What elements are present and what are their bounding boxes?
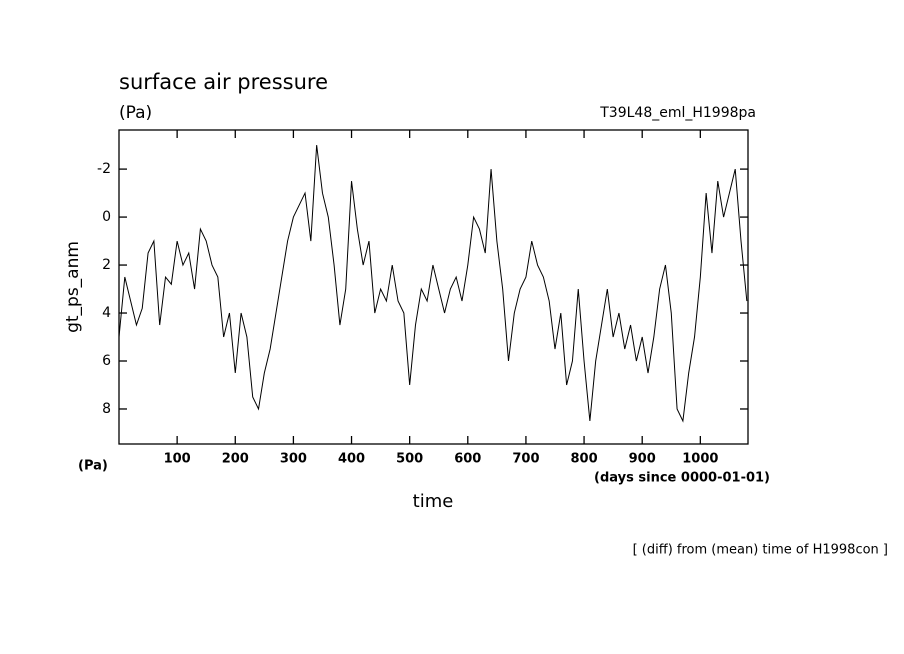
chart-title: surface air pressure [119,70,328,94]
run-label: T39L48_eml_H1998pa [599,105,756,121]
y-tick-label: -2 [97,161,111,177]
plot-frame [118,129,749,445]
x-tick-label: 500 [396,452,423,467]
x-tick-label: 300 [280,452,307,467]
x-tick-label: 200 [222,452,249,467]
data-line [118,145,748,423]
x-tick-label: 700 [512,452,539,467]
y-tick-label: 8 [102,401,111,417]
y-tick-label: 6 [102,353,111,369]
y-tick-label: 2 [102,257,111,273]
x-unit-left: (Pa) [78,459,108,474]
y-tick-label: 0 [102,209,111,225]
x-axis-label: time [413,491,454,512]
footnote: [ (diff) from (mean) time of H1998con ] [633,543,888,558]
x-unit: (days since 0000-01-01) [594,471,770,486]
chart-subtitle: (Pa) [119,103,152,123]
x-tick-label: 800 [570,452,597,467]
x-tick-label: 100 [164,452,191,467]
x-tick-label: 1000 [682,452,718,467]
y-tick-label: 4 [102,305,111,321]
x-tick-label: 600 [454,452,481,467]
y-axis-label: gt_ps_anm [63,241,83,333]
x-tick-label: 900 [629,452,656,467]
x-tick-label: 400 [338,452,365,467]
